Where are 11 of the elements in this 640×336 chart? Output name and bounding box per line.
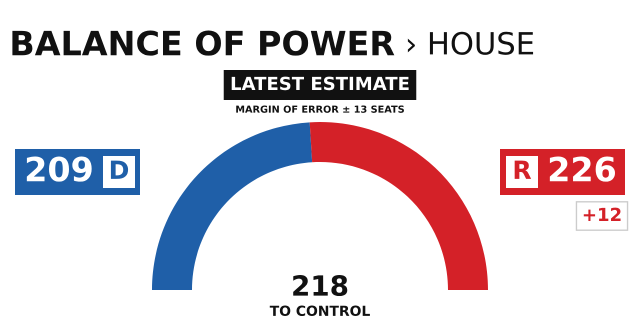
text: 218 [293,275,348,296]
text: MARGIN OF ERROR ± 13 SEATS [236,105,404,113]
data-label: 209 [26,156,92,182]
text: LATEST ESTIMATE [232,76,409,90]
chart-subtitle: › HOUSE [408,32,534,55]
data-label: 226 [550,156,615,182]
text: +12 [584,208,621,221]
chart-title: BALANCE OF POWER [12,30,394,56]
text: TO CONTROL [270,306,370,316]
slice-label: R [514,160,532,179]
slice-label: D [110,160,128,179]
